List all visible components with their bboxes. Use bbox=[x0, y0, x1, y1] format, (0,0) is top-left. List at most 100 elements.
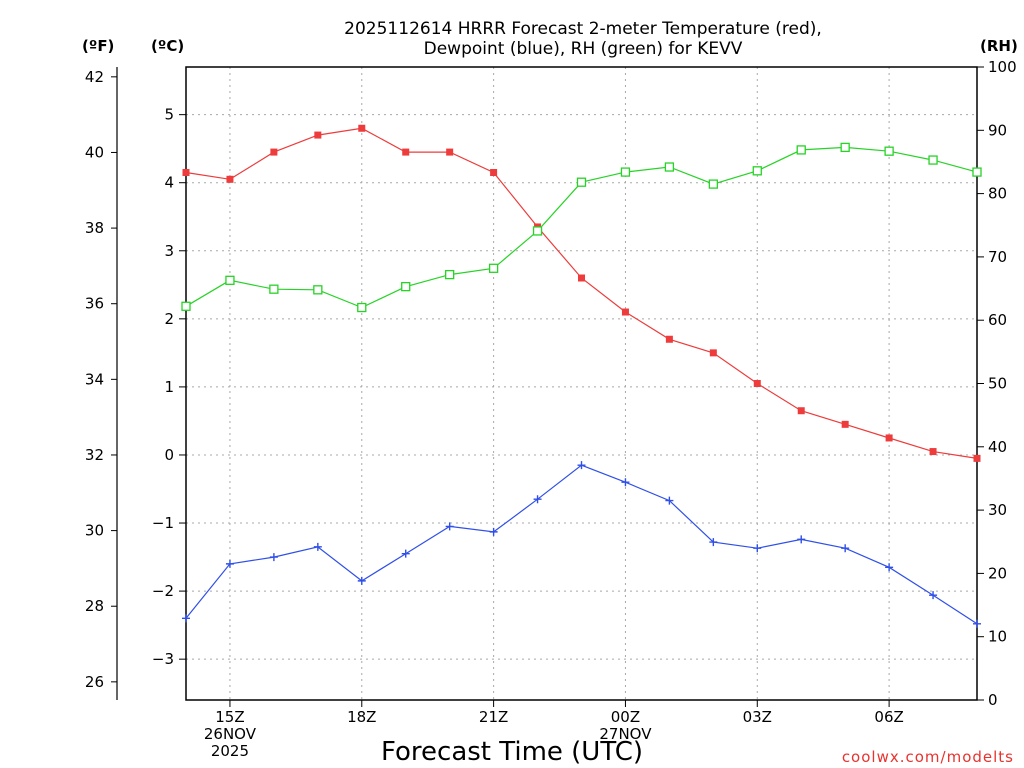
fahrenheit-unit-label: (ºF) bbox=[82, 37, 114, 55]
rh-point bbox=[488, 263, 499, 273]
fahrenheit-tick-label: 40 bbox=[85, 143, 104, 161]
rh-tick-label: 60 bbox=[988, 311, 1007, 329]
rh-point bbox=[313, 285, 323, 295]
dewpoint-point bbox=[445, 522, 454, 531]
rh-tick-label: 50 bbox=[988, 375, 1007, 393]
fahrenheit-tick-label: 36 bbox=[85, 295, 104, 313]
dewpoint-point bbox=[973, 619, 981, 628]
dewpoint-point bbox=[577, 461, 586, 470]
plot-frame bbox=[185, 66, 978, 701]
rh-point bbox=[928, 155, 938, 165]
rh-tick-label: 90 bbox=[988, 121, 1007, 139]
rh-tick-label: 10 bbox=[988, 628, 1007, 646]
celsius-tick-label: −2 bbox=[152, 582, 174, 600]
rh-point bbox=[181, 301, 191, 311]
x-tick-label: 18Z bbox=[347, 708, 376, 726]
celsius-tick-label: 4 bbox=[164, 174, 174, 192]
x-tick-label: 27NOV bbox=[599, 725, 652, 743]
rh-point bbox=[576, 177, 587, 187]
dewpoint-point bbox=[401, 549, 410, 558]
x-tick-label: 00Z bbox=[611, 708, 640, 726]
rh-point bbox=[664, 162, 675, 172]
rh-tick-label: 20 bbox=[988, 564, 1007, 582]
dewpoint-point bbox=[533, 495, 542, 504]
axes bbox=[116, 66, 978, 701]
rh-point bbox=[840, 142, 850, 153]
rh-point bbox=[269, 284, 279, 294]
dewpoint-point bbox=[753, 544, 762, 553]
dewpoint-series bbox=[182, 461, 981, 628]
rh-tick-label: 40 bbox=[988, 438, 1007, 456]
rh-point bbox=[401, 282, 411, 292]
rh-tick-label: 80 bbox=[988, 185, 1007, 203]
celsius-unit-label: (ºC) bbox=[151, 37, 184, 55]
source-credit: coolwx.com/modelts bbox=[842, 748, 1014, 766]
rh-point bbox=[445, 269, 455, 280]
2-meter-temperature-point bbox=[841, 420, 849, 428]
fahrenheit-tick-label: 28 bbox=[85, 597, 104, 615]
2-meter-temperature-series bbox=[182, 124, 981, 462]
celsius-tick-label: 0 bbox=[164, 446, 174, 464]
celsius-tick-label: −3 bbox=[152, 650, 174, 668]
fahrenheit-tick-label: 38 bbox=[85, 219, 104, 237]
dewpoint-point bbox=[269, 553, 278, 562]
celsius-tick-label: 2 bbox=[164, 310, 174, 328]
dewpoint-point bbox=[797, 535, 806, 544]
dewpoint-point bbox=[929, 591, 938, 600]
2-meter-temperature-point bbox=[578, 274, 585, 282]
chart-title-line-2: Dewpoint (blue), RH (green) for KEVV bbox=[424, 39, 743, 59]
x-tick-label: 06Z bbox=[874, 708, 903, 726]
x-tick-label: 26NOV bbox=[204, 725, 257, 743]
2-meter-temperature-point bbox=[402, 148, 410, 156]
celsius-tick-label: 3 bbox=[164, 242, 174, 260]
rh-point bbox=[620, 167, 631, 177]
data-series bbox=[181, 124, 982, 628]
2-meter-temperature-point bbox=[709, 349, 717, 357]
rh-tick-label: 30 bbox=[988, 501, 1007, 519]
2-meter-temperature-point bbox=[665, 335, 673, 343]
dewpoint-line bbox=[185, 464, 978, 625]
dewpoint-point bbox=[182, 614, 190, 623]
2-meter-temperature-point bbox=[182, 169, 190, 176]
rh-point bbox=[357, 302, 367, 313]
x-axis-label: Forecast Time (UTC) bbox=[381, 737, 643, 767]
dewpoint-point bbox=[841, 544, 850, 553]
x-tick-label: 03Z bbox=[743, 708, 772, 726]
2-meter-temperature-point bbox=[885, 434, 893, 442]
celsius-tick-label: −1 bbox=[152, 514, 174, 532]
fahrenheit-tick-label: 30 bbox=[85, 522, 104, 540]
2-meter-temperature-point bbox=[621, 308, 629, 316]
fahrenheit-tick-label: 32 bbox=[85, 446, 104, 464]
chart-title-line-1: 2025112614 HRRR Forecast 2-meter Tempera… bbox=[344, 19, 822, 39]
rh-point bbox=[884, 146, 894, 156]
2-meter-temperature-point bbox=[490, 169, 498, 176]
gridlines bbox=[186, 67, 977, 700]
rh-point bbox=[708, 179, 718, 189]
dewpoint-point bbox=[357, 576, 366, 585]
rh-tick-label: 0 bbox=[988, 691, 998, 709]
dewpoint-point bbox=[621, 478, 630, 487]
x-tick-label: 15Z bbox=[215, 708, 244, 726]
2-meter-temperature-point bbox=[797, 407, 805, 415]
rh-tick-label: 70 bbox=[988, 248, 1007, 266]
rh-point bbox=[796, 145, 806, 155]
2-meter-temperature-point bbox=[314, 131, 322, 139]
rh-line bbox=[185, 146, 978, 309]
celsius-tick-label: 5 bbox=[164, 106, 174, 124]
2-meter-temperature-point bbox=[973, 454, 981, 462]
rh-point bbox=[972, 167, 982, 177]
rh-unit-label: (RH) bbox=[980, 37, 1018, 55]
x-tick-label: 2025 bbox=[211, 742, 249, 760]
2-meter-temperature-point bbox=[753, 380, 761, 387]
2-meter-temperature-point bbox=[358, 124, 366, 132]
rh-tick-label: 100 bbox=[988, 58, 1017, 76]
2-meter-temperature-point bbox=[270, 148, 278, 156]
rh-point bbox=[752, 166, 762, 176]
rh-point bbox=[532, 226, 543, 236]
rh-point bbox=[225, 275, 235, 285]
dewpoint-point bbox=[665, 496, 674, 505]
dewpoint-point bbox=[489, 527, 498, 536]
dewpoint-point bbox=[313, 542, 322, 551]
fahrenheit-tick-label: 42 bbox=[85, 68, 104, 86]
